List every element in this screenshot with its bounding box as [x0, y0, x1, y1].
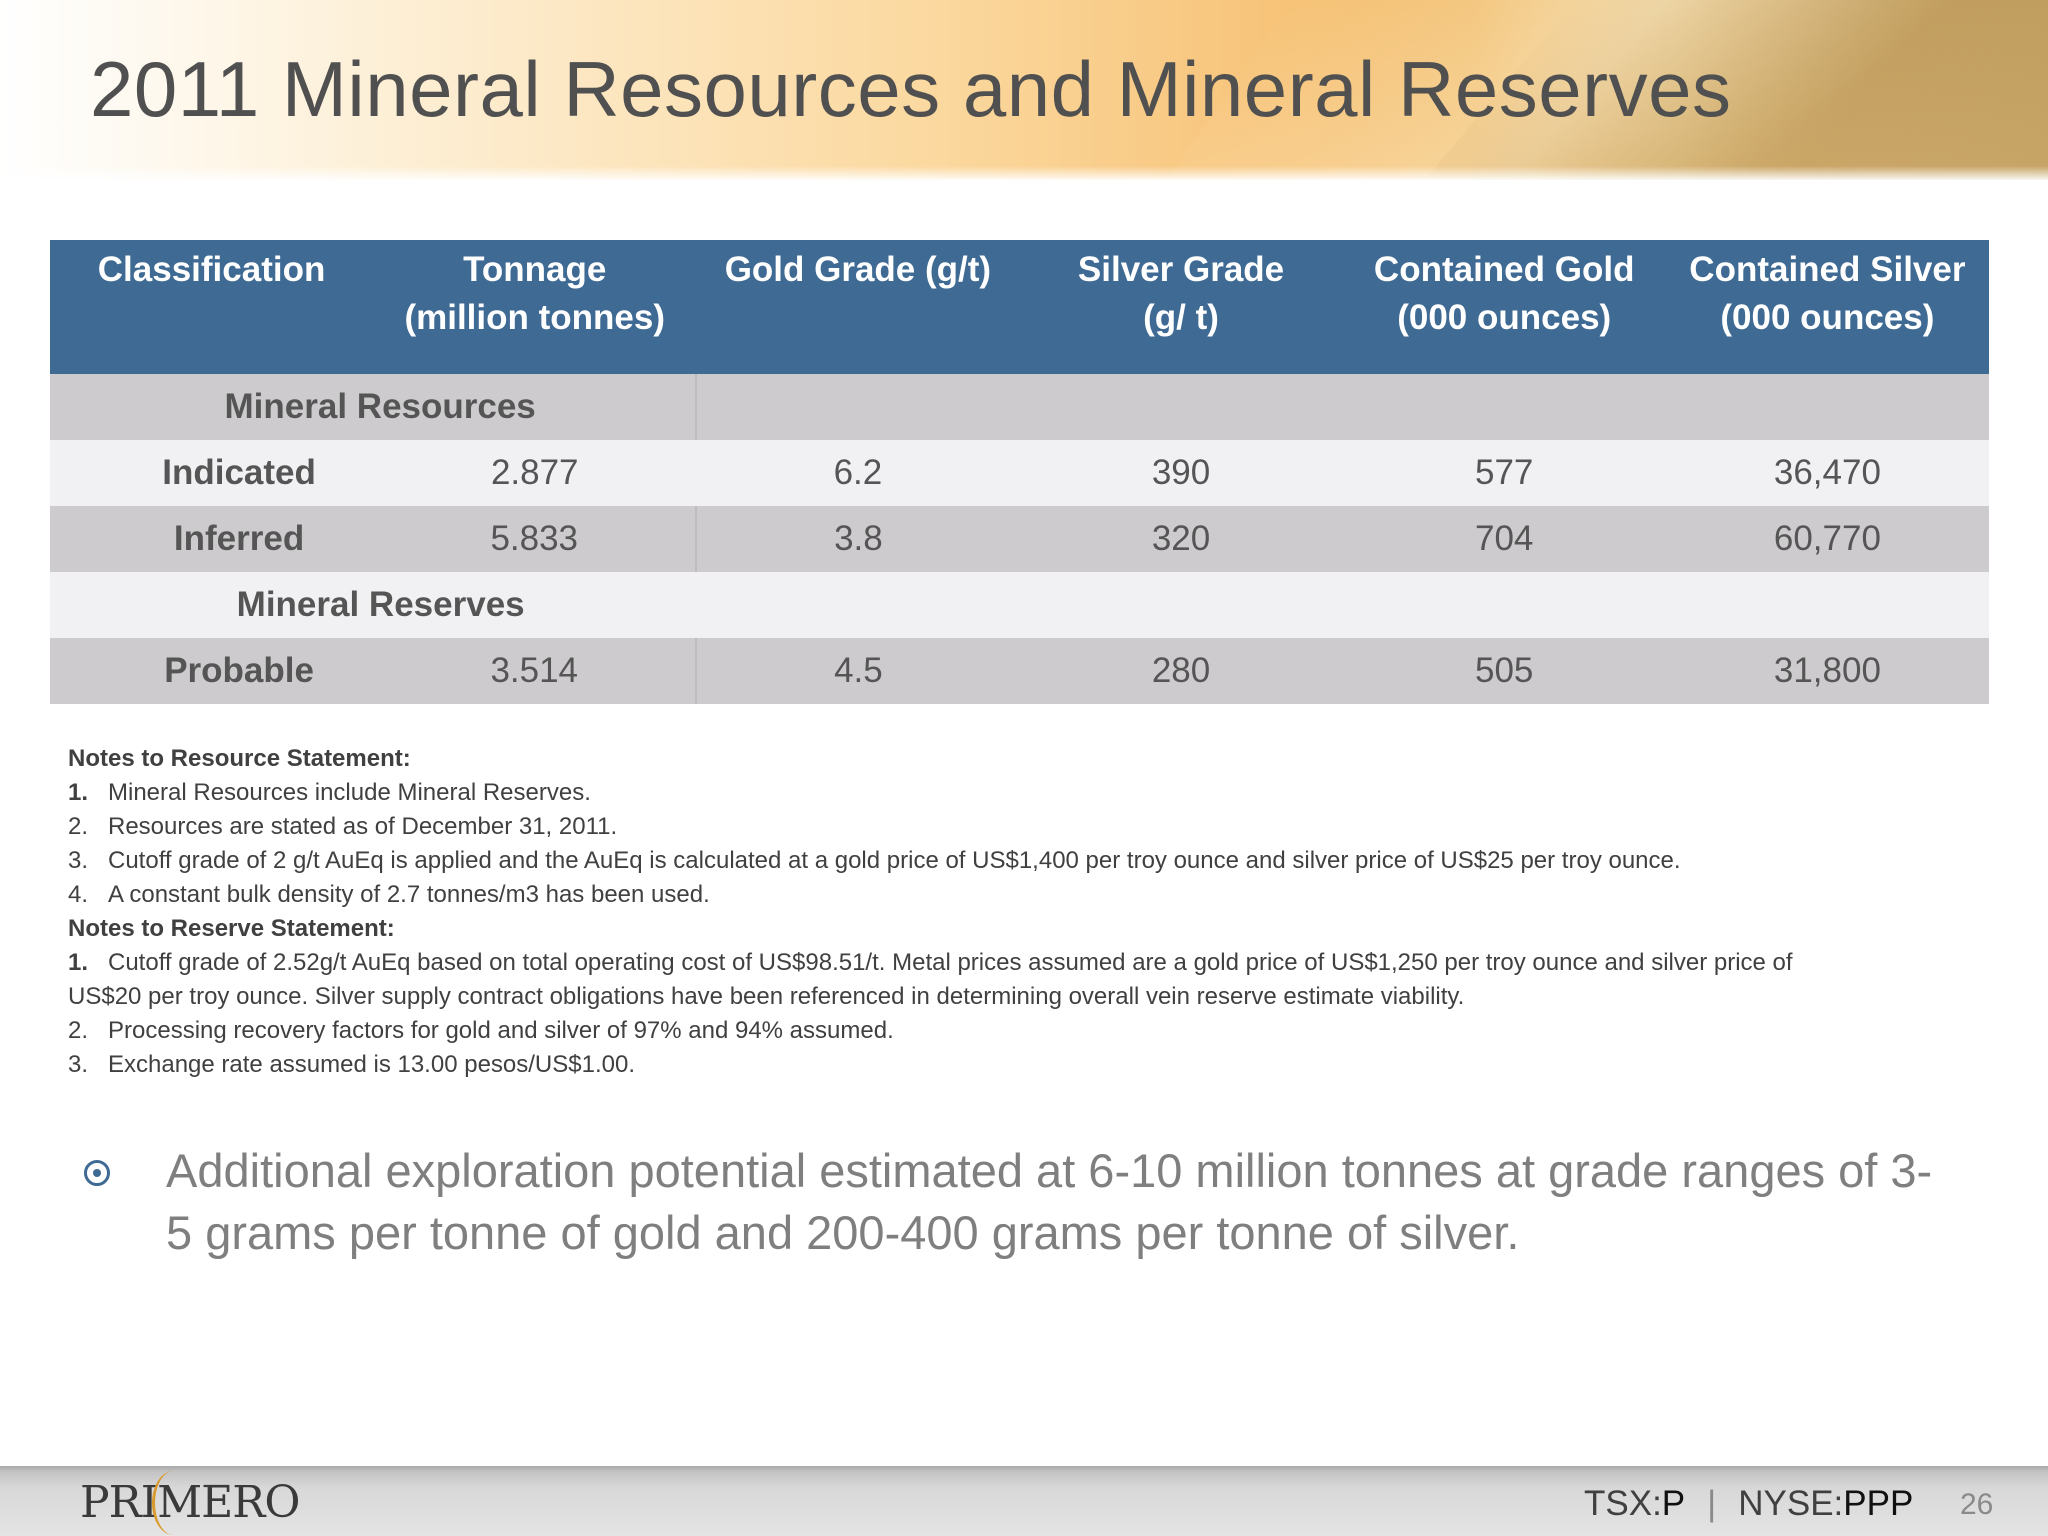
table-header-row: Classification Tonnage (million tonnes) …	[50, 240, 1989, 374]
section-label: Mineral Reserves	[50, 572, 697, 638]
note-number: 4.	[68, 881, 89, 908]
header-line: Contained Gold	[1373, 250, 1635, 289]
header-line: Contained Silver	[1689, 250, 1966, 289]
circle-dot-bullet-icon	[84, 1160, 110, 1186]
notes-block: Notes to Resource Statement: 1. Mineral R…	[68, 742, 1968, 1082]
footer-bar	[0, 1466, 2048, 1536]
cell-silver-grade: 320	[1019, 506, 1343, 572]
reserve-notes-heading: Notes to Reserve Statement:	[68, 915, 395, 942]
header-line-unit: (000 ounces)	[1720, 298, 1935, 337]
cell-contained-gold: 505	[1342, 638, 1666, 704]
note-number: 3.	[68, 1051, 89, 1078]
note-number: 1.	[68, 949, 89, 976]
header-gold-grade: Gold Grade (g/t)	[696, 240, 1020, 374]
resource-note: 3. Cutoff grade of 2 g/t AuEq is applied …	[68, 844, 1968, 878]
header-line: Silver Grade	[1077, 250, 1285, 289]
note-number: 3.	[68, 847, 89, 874]
reserve-note: 3. Exchange rate assumed is 13.00 pesos/U…	[68, 1048, 1968, 1082]
note-text: Resources are stated as of December 31, …	[108, 813, 618, 840]
header-line-unit: (million tonnes)	[404, 298, 665, 337]
primero-logo: PRIMERO	[80, 1471, 300, 1535]
section-row-mineral-reserves: Mineral Reserves	[50, 572, 1989, 638]
header-line-unit: (000 ounces)	[1397, 298, 1612, 337]
bullet-line: 5 grams per tonne of gold and 200-400 gr…	[166, 1206, 1520, 1259]
resources-table: Classification Tonnage (million tonnes) …	[50, 240, 1989, 704]
nyse-symbol: PPP	[1843, 1484, 1914, 1523]
header-silver-grade: Silver Grade (g/ t)	[1019, 240, 1343, 374]
header-fade	[0, 166, 2048, 180]
note-text: Exchange rate assumed is 13.00 pesos/US$…	[108, 1051, 635, 1078]
row-label: Probable	[50, 638, 374, 704]
note-number: 1.	[68, 779, 89, 806]
table-row-probable: Probable 3.514 4.5 280 505 31,800	[50, 638, 1989, 704]
section-fill	[696, 572, 1989, 638]
cell-gold-grade: 6.2	[696, 440, 1020, 506]
tsx-symbol: P	[1661, 1484, 1686, 1523]
bullet-line: Additional exploration potential estimat…	[166, 1144, 1933, 1197]
resource-notes-heading: Notes to Resource Statement:	[68, 745, 411, 772]
note-text: Processing recovery factors for gold and…	[108, 1017, 894, 1044]
row-label: Inferred	[50, 506, 374, 572]
header-line: Classification	[97, 250, 326, 289]
logo-arc-icon	[152, 1471, 195, 1535]
header-band	[0, 0, 2048, 180]
note-text: Cutoff grade of 2 g/t AuEq is applied an…	[108, 847, 1681, 874]
cell-tonnage: 5.833	[373, 506, 697, 572]
header-contained-silver: Contained Silver (000 ounces)	[1665, 240, 1989, 374]
exploration-bullet: Additional exploration potential estimat…	[84, 1140, 1964, 1264]
header-classification: Classification	[50, 240, 374, 374]
cell-tonnage: 3.514	[373, 638, 697, 704]
resource-note: 2. Resources are stated as of December 31…	[68, 810, 1968, 844]
reserve-note: 1. Cutoff grade of 2.52g/t AuEq based on …	[68, 946, 1968, 980]
header-line: Tonnage	[463, 250, 607, 289]
resource-note: 1. Mineral Resources include Mineral Rese…	[68, 776, 1968, 810]
resource-note: 4. A constant bulk density of 2.7 tonnes/…	[68, 878, 1968, 912]
page-number: 26	[1960, 1488, 1994, 1521]
cell-contained-gold: 704	[1342, 506, 1666, 572]
cell-silver-grade: 280	[1019, 638, 1343, 704]
header-tonnage: Tonnage (million tonnes)	[373, 240, 697, 374]
reserve-note: 2. Processing recovery factors for gold a…	[68, 1014, 1968, 1048]
header-contained-gold: Contained Gold (000 ounces)	[1342, 240, 1666, 374]
cell-silver-grade: 390	[1019, 440, 1343, 506]
cell-tonnage: 2.877	[373, 440, 697, 506]
section-fill	[695, 374, 1989, 440]
stock-tickers: TSX:P | NYSE:PPP	[1584, 1484, 1913, 1524]
row-label: Indicated	[50, 440, 374, 506]
header-line: Gold Grade (g/t)	[724, 250, 992, 289]
cell-gold-grade: 3.8	[695, 506, 1020, 572]
table-row-inferred: Inferred 5.833 3.8 320 704 60,770	[50, 506, 1989, 572]
note-text: A constant bulk density of 2.7 tonnes/m3…	[108, 881, 710, 908]
ticker-separator: |	[1707, 1484, 1717, 1523]
cell-contained-silver: 31,800	[1665, 638, 1989, 704]
table-row-indicated: Indicated 2.877 6.2 390 577 36,470	[50, 440, 1989, 506]
note-text: Mineral Resources include Mineral Reserv…	[108, 779, 591, 806]
header-line-unit: (g/ t)	[1143, 298, 1219, 337]
bullet-text: Additional exploration potential estimat…	[166, 1140, 1932, 1264]
nyse-label: NYSE:	[1738, 1484, 1844, 1523]
section-row-mineral-resources: Mineral Resources	[50, 374, 1989, 440]
cell-contained-silver: 36,470	[1665, 440, 1989, 506]
note-number: 2.	[68, 813, 89, 840]
tsx-label: TSX:	[1584, 1484, 1662, 1523]
note-text: Cutoff grade of 2.52g/t AuEq based on to…	[108, 949, 1793, 976]
note-number: 2.	[68, 1017, 89, 1044]
cell-gold-grade: 4.5	[695, 638, 1020, 704]
reserve-note-continuation: US$20 per troy ounce. Silver supply cont…	[68, 983, 1465, 1010]
section-label: Mineral Resources	[50, 374, 697, 440]
cell-contained-silver: 60,770	[1665, 506, 1989, 572]
page-title: 2011 Mineral Resources and Mineral Reser…	[90, 45, 1732, 133]
cell-contained-gold: 577	[1342, 440, 1666, 506]
